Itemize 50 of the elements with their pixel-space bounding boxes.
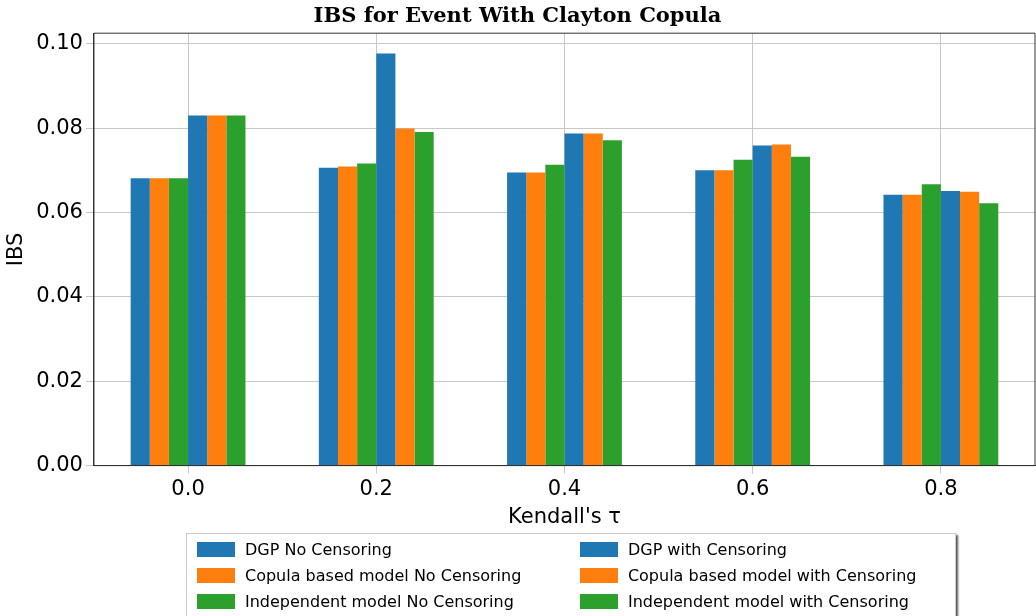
bar <box>318 167 338 466</box>
bar <box>564 133 584 466</box>
bar <box>338 166 358 466</box>
legend-label: Copula based model with Censoring <box>627 565 917 585</box>
bar <box>583 133 603 466</box>
x-tick-label: 0.8 <box>924 475 958 500</box>
y-tick-label: 0.02 <box>36 367 83 392</box>
bar <box>902 194 922 466</box>
bar <box>940 190 961 466</box>
y-tick-label: 0.00 <box>36 452 83 477</box>
bar <box>414 131 434 466</box>
bar <box>733 159 753 466</box>
legend-label: Independent model with Censoring <box>627 591 909 611</box>
legend-label: DGP with Censoring <box>627 539 787 559</box>
y-axis-title: IBS <box>3 232 28 267</box>
bar <box>168 178 189 466</box>
y-tick-label: 0.08 <box>36 114 83 139</box>
bar <box>357 163 377 466</box>
bar <box>960 191 980 466</box>
legend-label: Copula based model No Censoring <box>245 565 522 585</box>
bar <box>226 115 246 466</box>
y-tick-label: 0.10 <box>36 30 83 55</box>
bar <box>979 203 999 466</box>
bar <box>507 172 527 466</box>
bar <box>188 115 208 466</box>
y-tick-label: 0.04 <box>36 283 83 308</box>
y-tick-label: 0.06 <box>36 198 83 223</box>
x-tick-label: 0.6 <box>735 475 770 500</box>
bar <box>376 53 396 466</box>
bar <box>921 184 941 466</box>
bar <box>752 145 772 466</box>
bar <box>790 156 811 466</box>
chart-title: IBS for Event With Clayton Copula <box>313 2 722 28</box>
x-tick-label: 0.0 <box>171 475 205 500</box>
bar <box>545 164 565 466</box>
x-tick-label: 0.4 <box>547 475 582 500</box>
bar <box>714 170 734 466</box>
bar <box>771 144 791 466</box>
bar <box>695 170 715 466</box>
bar <box>602 140 622 466</box>
bar <box>395 128 415 466</box>
legend-label: DGP No Censoring <box>245 539 392 559</box>
x-axis-title: Kendall's τ <box>508 503 621 528</box>
bar <box>130 178 150 466</box>
x-tick-label: 0.2 <box>359 475 393 500</box>
bar <box>149 178 169 466</box>
legend-label: Independent model No Censoring <box>245 591 514 611</box>
bar <box>207 115 227 466</box>
bar <box>526 172 546 466</box>
bar <box>883 194 903 466</box>
